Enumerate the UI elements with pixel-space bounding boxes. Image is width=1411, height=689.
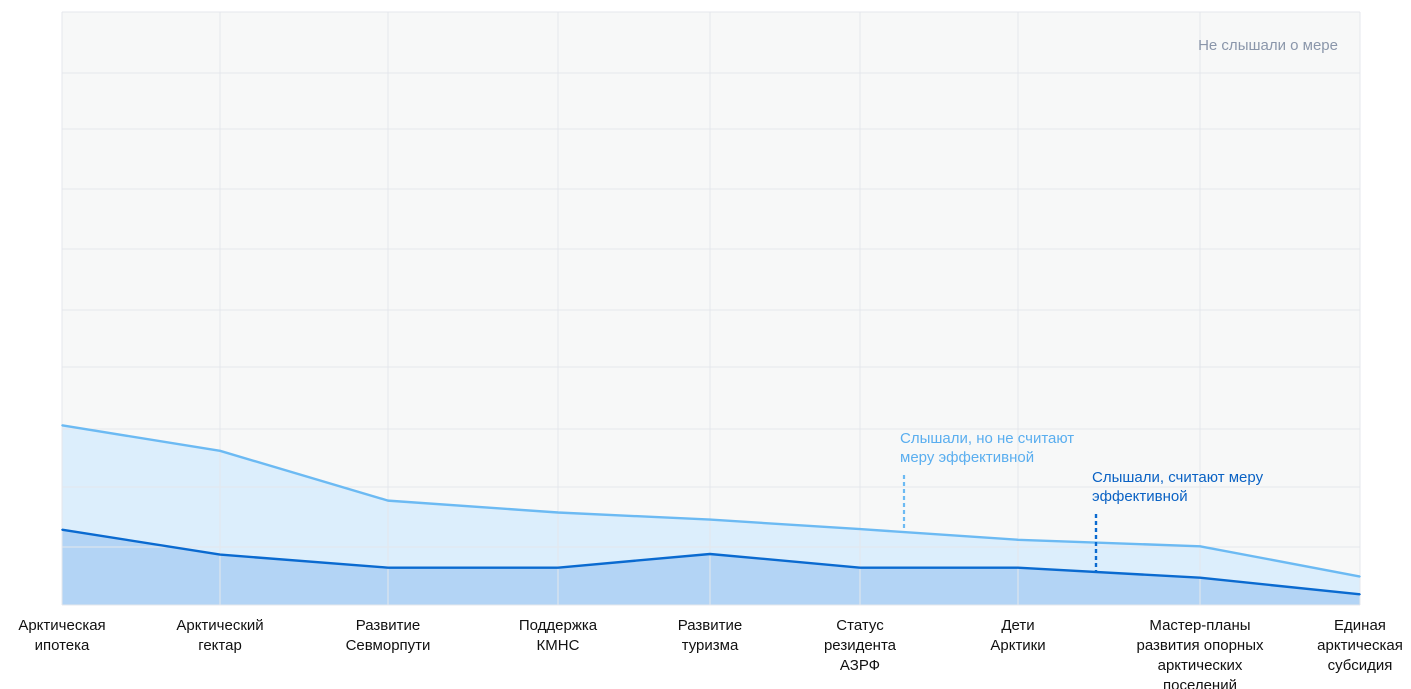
- series-2-point-5: [859, 528, 861, 530]
- series-2-point-1: [219, 450, 221, 452]
- series-1-label-line: Слышали, считают меру: [1092, 469, 1264, 486]
- series-2-point-7: [1199, 545, 1201, 548]
- series-area-2: [62, 425, 1360, 595]
- x-tick-label: поселений: [1163, 677, 1237, 689]
- series-1-point-4: [709, 553, 711, 555]
- series-2-point-6: [1017, 538, 1019, 541]
- series-areas: [62, 425, 1360, 605]
- series-1-point-2: [387, 566, 389, 569]
- x-tick-label: Развитие: [356, 617, 421, 634]
- x-tick-label: арктических: [1158, 657, 1243, 674]
- x-tick-label: ипотека: [35, 637, 90, 654]
- x-tick-label: субсидия: [1328, 657, 1393, 674]
- grid-lines: [61, 11, 1361, 606]
- x-tick-label: Развитие: [678, 617, 743, 634]
- series-2-point-0: [61, 424, 63, 427]
- series-1-point-6: [1017, 566, 1019, 569]
- x-tick-label: Статус: [836, 617, 884, 634]
- series-1-point-8: [1359, 593, 1361, 596]
- series-1-point-7: [1199, 576, 1201, 579]
- x-axis-labels: Арктическая ипотека Арктический гектар Разви…: [18, 617, 1403, 689]
- series-1-point-0: [61, 528, 63, 531]
- x-tick-label: Арктическая: [18, 617, 105, 634]
- series-2-point-8: [1359, 575, 1361, 578]
- series-2-label-line: меру эффективной: [900, 449, 1034, 466]
- series-3-label: Не слышали о мере: [1198, 37, 1338, 54]
- series-2-point-4: [709, 518, 711, 521]
- x-tick-label: арктическая: [1317, 637, 1403, 654]
- series-2-point-3: [557, 511, 559, 514]
- series-1-label-line: эффективной: [1092, 488, 1188, 505]
- x-tick-label: КМНС: [537, 637, 580, 654]
- series-area-1: [62, 529, 1360, 605]
- series-1-point-1: [219, 553, 221, 556]
- x-tick-label: гектар: [198, 637, 242, 654]
- x-tick-label: Арктики: [990, 637, 1045, 654]
- x-tick-label: Поддержка: [519, 617, 598, 634]
- x-tick-label: туризма: [682, 637, 739, 654]
- series-1-point-5: [859, 566, 861, 569]
- series-lines: [61, 424, 1361, 596]
- x-tick-label: Севморпути: [346, 637, 431, 654]
- x-tick-label: Мастер-планы: [1149, 617, 1250, 634]
- series-1-point-3: [557, 566, 559, 569]
- x-tick-label: развития опорных: [1137, 637, 1264, 654]
- x-tick-label: Дети: [1001, 617, 1034, 634]
- x-tick-label: Единая: [1334, 617, 1386, 634]
- x-tick-label: АЗРФ: [840, 657, 880, 674]
- x-tick-label: Арктический: [176, 617, 263, 634]
- x-tick-label: резидента: [824, 637, 897, 654]
- series-2-label-line: Слышали, но не считают: [900, 430, 1074, 447]
- series-annotations: Слышали, но не считают меру эффективной Сл…: [900, 37, 1338, 571]
- series-2-point-2: [387, 499, 389, 502]
